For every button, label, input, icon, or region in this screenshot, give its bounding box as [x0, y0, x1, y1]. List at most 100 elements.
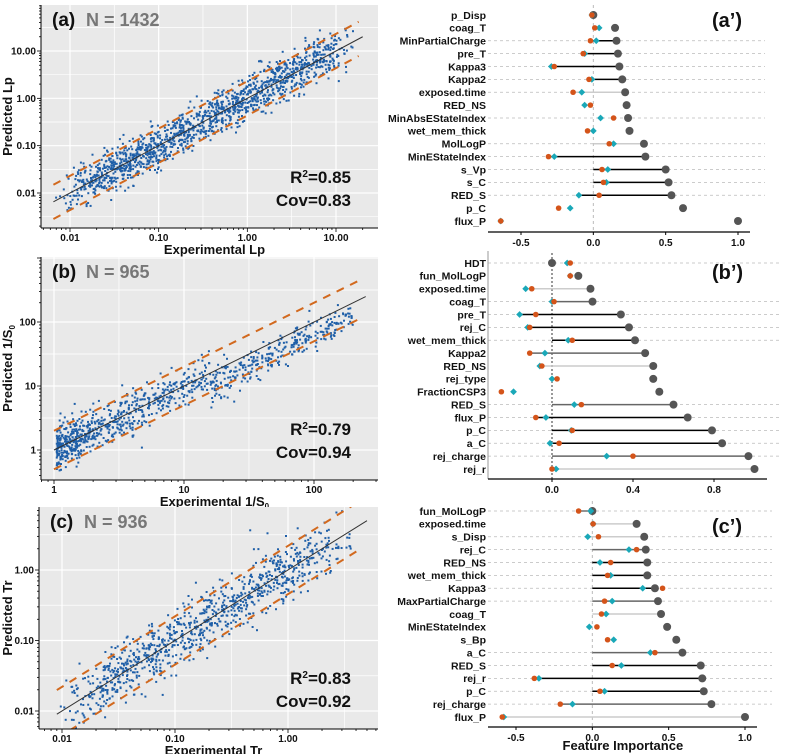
data-point: [244, 592, 247, 595]
data-point: [250, 573, 253, 576]
importance-dot-orange: [601, 598, 608, 604]
data-point: [173, 644, 176, 647]
data-point: [348, 536, 351, 539]
data-point: [240, 607, 243, 610]
data-point: [59, 705, 62, 708]
data-point: [270, 83, 273, 86]
data-point: [126, 660, 129, 663]
data-point: [274, 75, 277, 78]
data-point: [287, 99, 290, 102]
data-point: [337, 80, 340, 83]
data-point: [111, 155, 114, 157]
data-point: [56, 451, 59, 454]
data-point: [295, 546, 298, 549]
data-point: [70, 718, 73, 721]
data-point: [220, 128, 223, 131]
data-point: [242, 587, 245, 590]
data-point: [328, 560, 331, 563]
data-point: [83, 441, 86, 444]
data-point: [164, 650, 167, 653]
data-point: [100, 176, 103, 179]
data-point: [159, 137, 161, 140]
data-point: [318, 29, 321, 32]
data-point: [329, 335, 332, 338]
data-point: [325, 320, 328, 323]
data-point: [157, 629, 160, 632]
data-point: [323, 53, 326, 56]
data-point: [208, 118, 211, 121]
data-point: [164, 388, 167, 391]
data-point: [117, 409, 120, 412]
feature-label: rej_charge: [433, 699, 486, 711]
data-point: [325, 330, 328, 333]
data-point: [163, 144, 166, 147]
data-point: [209, 380, 212, 383]
data-point: [252, 612, 255, 615]
data-point: [141, 172, 144, 175]
data-point: [308, 334, 311, 337]
data-point: [111, 668, 114, 671]
data-point: [76, 694, 79, 697]
data-point: [94, 438, 97, 441]
data-point: [111, 695, 114, 698]
data-point: [226, 396, 229, 399]
data-point: [165, 396, 168, 399]
data-point: [224, 110, 227, 113]
data-point: [125, 400, 128, 403]
data-point: [148, 401, 150, 404]
data-point: [66, 209, 69, 212]
data-point: [143, 654, 146, 657]
data-point: [141, 409, 144, 412]
y-tick-label: 10.00: [11, 47, 36, 58]
data-point: [148, 156, 151, 159]
data-point: [92, 712, 95, 715]
importance-dot-orange: [533, 414, 539, 421]
data-point: [153, 142, 156, 145]
data-point: [324, 537, 327, 540]
data-point: [128, 404, 130, 407]
data-point: [266, 85, 269, 88]
data-point: [78, 180, 81, 183]
data-point: [231, 103, 234, 106]
data-point: [180, 653, 183, 656]
data-point: [310, 68, 313, 71]
feature-label: s_C: [467, 177, 487, 189]
data-point: [277, 87, 280, 90]
data-point: [294, 83, 297, 86]
data-point: [308, 62, 311, 65]
data-point: [205, 366, 207, 369]
feature-row: pre_T: [457, 48, 765, 60]
data-point: [306, 590, 309, 593]
data-point: [209, 120, 212, 123]
data-point: [309, 536, 312, 539]
data-point: [148, 670, 151, 673]
feature-label: rej_C: [460, 322, 487, 334]
data-point: [153, 393, 156, 396]
data-point: [101, 422, 104, 425]
y-tick-label: 10: [25, 382, 37, 393]
data-point: [296, 551, 299, 554]
data-point: [284, 566, 287, 569]
data-point: [109, 409, 112, 412]
feature-row: HDT: [464, 258, 782, 270]
data-point: [143, 394, 146, 397]
data-point: [147, 657, 150, 660]
data-point: [254, 99, 257, 102]
data-point: [213, 112, 216, 115]
data-point: [320, 540, 323, 543]
data-point: [172, 626, 175, 629]
data-point: [199, 131, 202, 133]
data-point: [162, 398, 165, 401]
data-point: [160, 149, 163, 152]
data-point: [209, 618, 212, 621]
data-point: [129, 649, 132, 652]
feature-row: RED_S: [451, 190, 765, 202]
data-point: [132, 434, 135, 437]
data-point: [249, 364, 252, 367]
feature-row: MaxPartialCharge: [397, 596, 772, 608]
data-point: [290, 344, 293, 347]
data-point: [231, 600, 234, 603]
panel-label: (c): [50, 512, 73, 533]
data-point: [70, 207, 73, 210]
y-axis-label: Predicted Lp: [0, 77, 15, 156]
